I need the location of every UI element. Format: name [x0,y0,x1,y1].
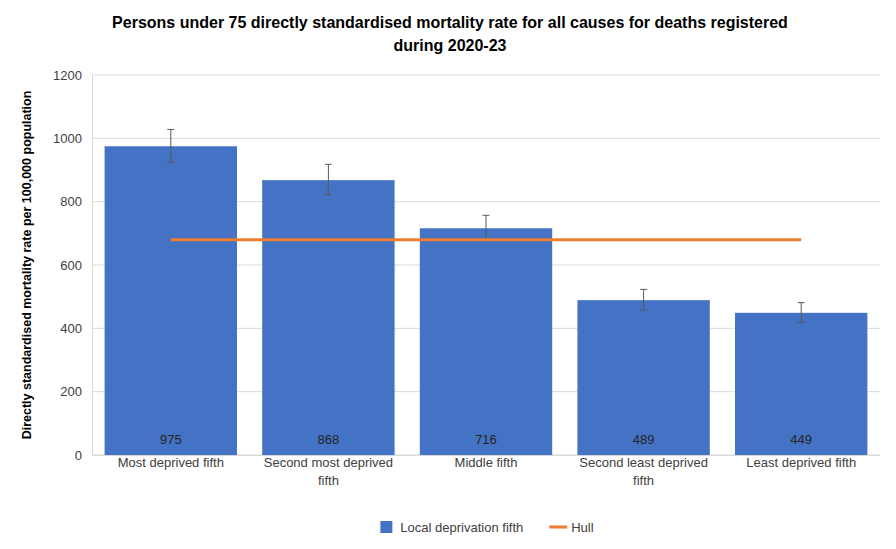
plot-area: 0 200 400 600 800 1000 1200 Most deprived fifth… [53,68,880,488]
data-label: 489 [633,432,655,447]
bar [262,180,394,455]
error-bar-cap [640,289,647,290]
x-tick: Second least deprivedfifth [579,455,708,488]
error-bar-cap [325,194,332,195]
bars [105,146,868,455]
chart-title: Persons under 75 directly standardised m… [112,14,788,54]
error-bar-cap [798,302,805,303]
y-axis-line [92,76,93,456]
data-label: 716 [475,432,497,447]
y-tick: 400 [60,321,92,336]
error-bar [325,164,332,194]
y-tick: 800 [60,194,92,209]
error-bar-stem [801,303,802,323]
data-label: 975 [160,432,182,447]
error-bar-cap [167,162,174,163]
x-tick-label: Second most deprivedfifth [264,455,393,488]
x-tick-label: Second least deprivedfifth [579,455,708,488]
y-tick-label: 1000 [53,131,82,146]
data-label: 868 [318,432,340,447]
x-tick: Least deprived fifth [746,455,856,470]
legend-item: Local deprivation fifth [380,520,523,535]
y-tick-label: 0 [75,448,82,463]
legend-swatch [549,526,567,529]
y-tick: 0 [75,448,92,463]
marks [105,129,868,455]
error-bar-stem [328,164,329,194]
error-bar [483,215,490,240]
bar [105,146,237,455]
bar [735,313,867,455]
y-tick-label: 800 [60,194,82,209]
y-tick-label: 600 [60,258,82,273]
legend-label: Local deprivation fifth [400,520,523,535]
bar [577,300,709,455]
chart: Persons under 75 directly standardised m… [0,0,896,549]
legend-swatch [380,521,392,533]
y-tick: 600 [60,258,92,273]
x-tick-label: Middle fifth [455,455,518,470]
data-labels: 975 868 716 489 449 [160,432,812,447]
x-axis: Most deprived fifth Second most deprivedf… [93,455,881,488]
grid-line [92,138,880,139]
x-tick-label: Least deprived fifth [746,455,856,470]
x-tick-label: Most deprived fifth [118,455,224,470]
data-label: 449 [790,432,812,447]
y-tick: 200 [60,384,92,399]
y-tick-label: 200 [60,384,82,399]
error-bar-stem [643,289,644,310]
grid-line [92,75,880,76]
y-tick-label: 1200 [53,68,82,83]
x-tick: Second most deprivedfifth [264,455,393,488]
legend-item: Hull [549,520,594,535]
legend: Local deprivation fifth Hull [380,520,593,535]
grid [92,75,880,455]
reference-line [171,238,801,241]
y-tick-label: 400 [60,321,82,336]
legend-label: Hull [571,520,594,535]
error-bars [167,129,804,322]
error-bar-cap [798,322,805,323]
error-bar-cap [483,215,490,216]
error-bar-cap [325,164,332,165]
y-axis: 0 200 400 600 800 1000 1200 [53,68,92,463]
error-bar-stem [170,129,171,162]
error-bar-cap [640,309,647,310]
error-bar [798,303,805,323]
y-axis-title: Directly standardised mortality rate per… [20,91,34,440]
y-tick: 1000 [53,131,92,146]
error-bar [640,289,647,310]
error-bar-stem [486,215,487,240]
error-bar [167,129,174,162]
y-tick: 1200 [53,68,92,83]
x-tick: Middle fifth [455,455,518,470]
x-tick: Most deprived fifth [118,455,224,470]
bar [420,228,552,455]
error-bar-cap [167,129,174,130]
